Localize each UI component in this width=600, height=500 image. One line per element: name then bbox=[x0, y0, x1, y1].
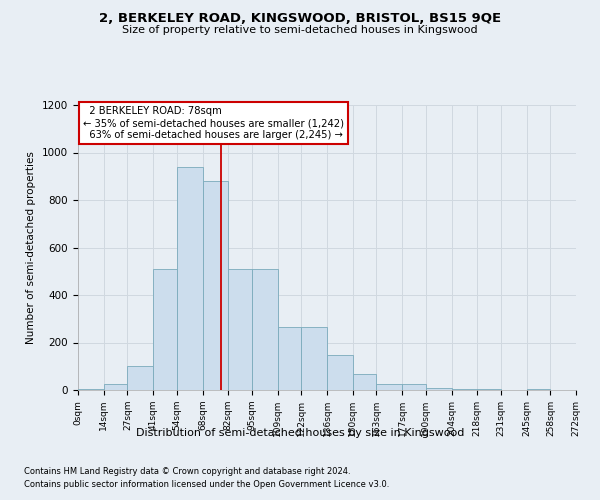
Text: 2 BERKELEY ROAD: 78sqm
← 35% of semi-detached houses are smaller (1,242)
  63% o: 2 BERKELEY ROAD: 78sqm ← 35% of semi-det… bbox=[83, 106, 344, 140]
Bar bbox=[278, 327, 301, 390]
Text: Size of property relative to semi-detached houses in Kingswood: Size of property relative to semi-detach… bbox=[122, 25, 478, 35]
Bar bbox=[327, 355, 353, 390]
Bar bbox=[376, 384, 402, 390]
Text: Contains public sector information licensed under the Open Government Licence v3: Contains public sector information licen… bbox=[24, 480, 389, 489]
Text: Contains HM Land Registry data © Crown copyright and database right 2024.: Contains HM Land Registry data © Crown c… bbox=[24, 467, 350, 476]
Bar bbox=[426, 388, 452, 390]
Bar bbox=[228, 269, 252, 390]
Bar bbox=[177, 167, 203, 390]
Bar bbox=[353, 374, 376, 390]
Bar bbox=[452, 389, 477, 390]
Text: 2, BERKELEY ROAD, KINGSWOOD, BRISTOL, BS15 9QE: 2, BERKELEY ROAD, KINGSWOOD, BRISTOL, BS… bbox=[99, 12, 501, 26]
Bar bbox=[402, 384, 426, 390]
Bar bbox=[153, 269, 177, 390]
Y-axis label: Number of semi-detached properties: Number of semi-detached properties bbox=[26, 151, 37, 344]
Bar bbox=[104, 384, 127, 390]
Text: Distribution of semi-detached houses by size in Kingswood: Distribution of semi-detached houses by … bbox=[136, 428, 464, 438]
Bar bbox=[203, 181, 228, 390]
Bar bbox=[301, 327, 327, 390]
Bar bbox=[127, 366, 153, 390]
Bar bbox=[252, 269, 278, 390]
